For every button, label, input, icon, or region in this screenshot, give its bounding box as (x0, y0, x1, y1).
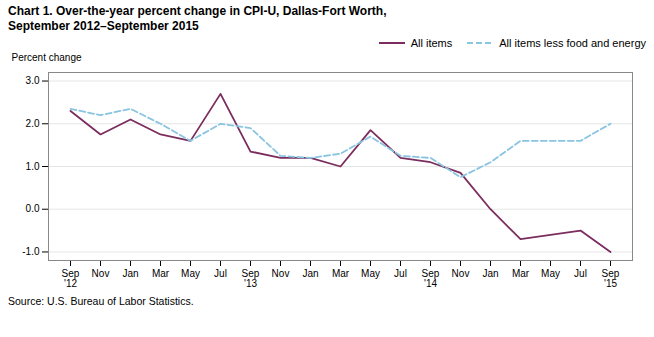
svg-text:May: May (541, 268, 560, 279)
svg-text:Sep'15: Sep'15 (602, 268, 620, 289)
svg-text:3.0: 3.0 (26, 75, 40, 86)
svg-text:May: May (181, 268, 200, 279)
html-text:September 2012–September 2015: September 2012–September 2015 (8, 19, 199, 33)
svg-text:Sep'12: Sep'12 (62, 268, 80, 289)
svg-text:-1.0: -1.0 (22, 246, 40, 257)
svg-text:2.0: 2.0 (26, 118, 40, 129)
html-text:All items: All items (410, 37, 453, 49)
html-text:Source: U.S. Bureau of Labor S: Source: U.S. Bureau of Labor Statistics. (8, 295, 194, 307)
svg-text:Jan: Jan (122, 268, 138, 279)
svg-text:Jul: Jul (214, 268, 227, 279)
svg-text:Nov: Nov (272, 268, 290, 279)
svg-text:Jul: Jul (394, 268, 407, 279)
svg-text:Sep'14: Sep'14 (422, 268, 440, 289)
html-text:All items less food and energy: All items less food and energy (499, 37, 646, 49)
svg-text:Mar: Mar (332, 268, 350, 279)
svg-text:Sep'13: Sep'13 (242, 268, 260, 289)
svg-text:May: May (361, 268, 380, 279)
svg-text:Nov: Nov (452, 268, 470, 279)
svg-text:Jul: Jul (574, 268, 587, 279)
svg-text:Nov: Nov (92, 268, 110, 279)
svg-text:Mar: Mar (152, 268, 170, 279)
html-text:Chart 1. Over-the-year percent: Chart 1. Over-the-year percent change in… (8, 4, 387, 18)
svg-text:1.0: 1.0 (26, 161, 40, 172)
svg-text:Mar: Mar (512, 268, 530, 279)
svg-text:Jan: Jan (482, 268, 498, 279)
svg-text:0.0: 0.0 (26, 203, 40, 214)
svg-text:Jan: Jan (302, 268, 318, 279)
svg-text:Percent change: Percent change (12, 52, 82, 63)
